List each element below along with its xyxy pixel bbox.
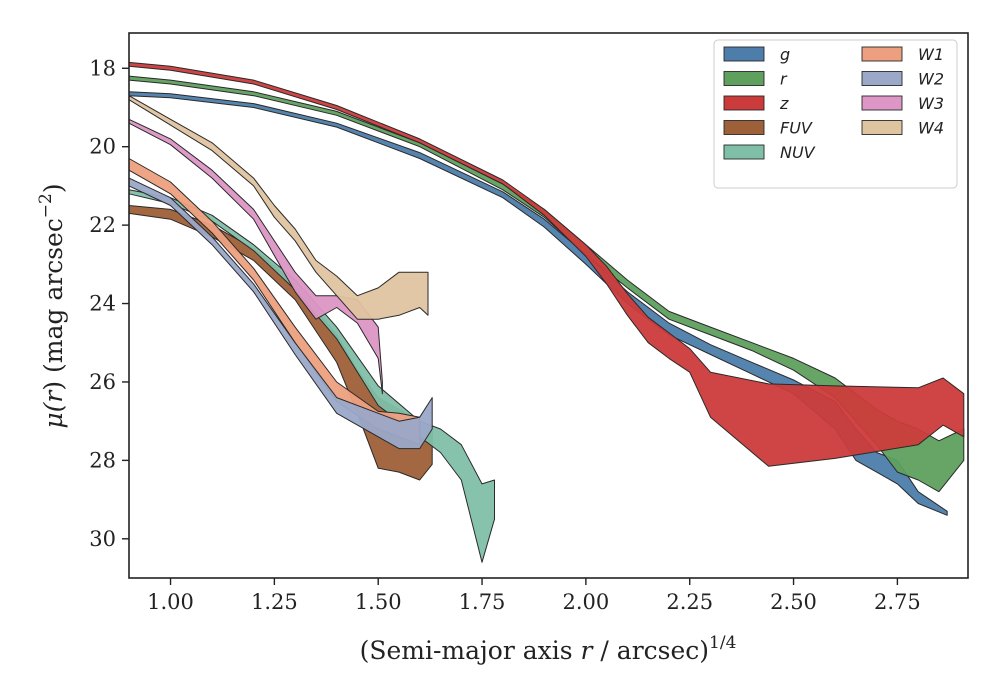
legend-label-w4: W4 <box>918 119 944 138</box>
series-band-w2 <box>128 177 433 450</box>
legend-swatch-w1 <box>861 46 903 62</box>
x-tick-label: 2.25 <box>666 590 713 614</box>
legend-label-nuv: NUV <box>780 143 816 162</box>
y-tick-label: 28 <box>89 448 116 472</box>
legend-label-w1: W1 <box>918 45 944 64</box>
legend-swatch-nuv <box>723 144 765 160</box>
x-axis-ticks: 1.00 1.25 1.50 1.75 2.00 2.25 2.50 2.75 <box>147 578 921 614</box>
y-tick-label: 26 <box>89 370 116 394</box>
series-band-z <box>128 61 965 467</box>
y-tick-label: 24 <box>89 292 116 316</box>
legend-swatch-w2 <box>861 71 903 86</box>
legend-label-r: r <box>780 70 788 89</box>
y-tick-label: 18 <box>89 56 116 80</box>
series-band-w3 <box>128 118 383 395</box>
legend-swatch-w4 <box>861 120 903 135</box>
series-band-w4 <box>128 95 429 320</box>
series-layer <box>128 61 965 563</box>
legend-label-w2: W2 <box>918 70 944 89</box>
x-axis-label: (Semi-major axis r / arcsec)1/4 <box>360 633 737 665</box>
y-tick-label: 20 <box>89 135 116 159</box>
legend-swatch-r <box>723 71 765 86</box>
y-tick-label: 30 <box>89 527 116 551</box>
x-tick-label: 1.25 <box>251 590 298 614</box>
legend-swatch-fuv <box>723 120 765 135</box>
x-tick-label: 2.75 <box>874 590 921 614</box>
x-tick-label: 1.50 <box>355 590 402 614</box>
x-tick-label: 1.75 <box>459 590 506 614</box>
x-tick-label: 1.00 <box>147 590 194 614</box>
legend-swatch-z <box>723 95 765 111</box>
series-band-g <box>128 91 948 516</box>
x-tick-label: 2.00 <box>562 590 609 614</box>
legend-label-z: z <box>779 94 789 113</box>
legend-swatch-w3 <box>861 95 903 111</box>
legend: grz FUV NUV W1 W2 W3 W4 <box>713 39 958 189</box>
y-tick-label: 22 <box>89 213 116 237</box>
y-axis-ticks: 18 20 22 24 26 28 30 <box>89 56 129 551</box>
x-tick-label: 2.50 <box>770 590 817 614</box>
legend-label-g: g <box>780 45 790 64</box>
plot-frame <box>128 32 969 579</box>
legend-swatch-g <box>723 46 765 62</box>
legend-label-fuv: FUV <box>780 119 813 138</box>
legend-label-w3: W3 <box>918 94 944 113</box>
y-axis-label: μ(r) (mag arcsec−2) <box>36 183 68 428</box>
